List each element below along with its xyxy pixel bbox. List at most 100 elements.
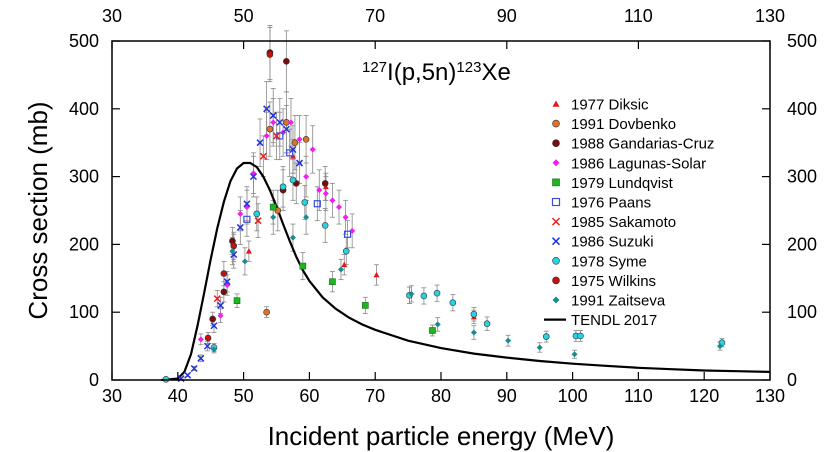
circle-marker <box>266 125 274 133</box>
data-point <box>295 159 304 167</box>
data-point <box>303 214 310 221</box>
square-marker <box>362 302 369 309</box>
data-point <box>542 333 550 340</box>
data-point <box>329 197 336 204</box>
diamond-marker <box>296 136 303 143</box>
data-point <box>272 132 281 140</box>
circle-marker <box>283 58 290 65</box>
data-point <box>279 183 287 191</box>
data-point <box>254 217 262 225</box>
circle-marker <box>552 256 560 265</box>
y-tick-label-right: 200 <box>787 234 817 254</box>
data-point <box>210 346 217 353</box>
data-point <box>210 322 218 330</box>
circle-marker <box>301 199 309 206</box>
diamond-marker <box>336 204 343 211</box>
legend: 1977 Diksic 1991 Dovbenko 1988 Gandarias-C… <box>544 97 714 329</box>
x-marker <box>263 105 271 113</box>
data-point <box>217 301 225 309</box>
circle-marker <box>302 136 310 143</box>
circle-marker <box>552 139 560 147</box>
circle-marker <box>209 315 216 323</box>
y-tick-labels-right: 0 100 200 300 400 500 <box>787 31 817 390</box>
data-point <box>309 146 316 153</box>
x-marker <box>249 173 258 181</box>
y-tick-label: 100 <box>69 302 99 322</box>
x-tick-label: 110 <box>624 386 653 406</box>
circle-marker <box>253 210 261 218</box>
diamond-marker <box>237 210 244 217</box>
data-point <box>256 139 264 147</box>
data-point <box>245 248 252 254</box>
legend-marker <box>551 217 561 226</box>
circle-marker <box>552 276 560 285</box>
data-point <box>266 125 274 133</box>
diamond-marker <box>322 190 329 197</box>
x-marker <box>213 295 221 303</box>
data-point <box>296 136 303 143</box>
diamond-marker <box>536 344 543 351</box>
y-tick-labels: 0 100 200 300 400 500 <box>69 31 99 390</box>
open-square-marker <box>243 215 251 223</box>
circle-marker <box>263 308 270 316</box>
data-point <box>213 295 221 303</box>
data-point <box>343 230 352 238</box>
data-point <box>287 119 294 126</box>
diamond-marker <box>241 258 248 265</box>
target-reaction: I(p,5n) <box>387 59 456 86</box>
product-mass-number: 123 <box>456 59 481 76</box>
target-mass-number: 127 <box>362 59 387 76</box>
legend-marker <box>552 256 560 265</box>
x-tick-label-top: 90 <box>497 6 517 26</box>
data-point <box>336 204 343 211</box>
diamond-marker <box>309 146 316 153</box>
triangle-marker <box>373 271 380 278</box>
x-tick-label-top: 30 <box>102 6 122 26</box>
circle-marker <box>230 242 238 250</box>
data-point <box>270 214 277 221</box>
x-marker <box>203 342 211 350</box>
data-point <box>373 271 380 278</box>
y-tick-label-right: 0 <box>787 370 797 390</box>
data-point <box>269 203 277 211</box>
diamond-marker <box>505 337 512 344</box>
diamond-marker <box>270 214 277 221</box>
x-tick-label: 130 <box>755 386 785 406</box>
data-point <box>243 200 251 208</box>
y-tick-label: 0 <box>89 370 99 390</box>
data-point <box>433 289 441 297</box>
x-tick-label-top: 130 <box>755 6 785 26</box>
data-point <box>269 112 277 120</box>
diamond-marker <box>434 321 441 328</box>
y-tick-label-right: 400 <box>787 99 817 119</box>
legend-marker <box>552 159 560 167</box>
data-point <box>342 247 350 255</box>
circle-marker <box>342 247 350 255</box>
legend-label: 1985 Sakamoto <box>571 214 676 231</box>
data-point <box>209 315 216 323</box>
x-tick-label-top: 110 <box>624 6 653 26</box>
model-curve <box>161 161 771 382</box>
circle-marker <box>291 139 299 146</box>
product-element: Xe <box>481 59 510 86</box>
circle-marker <box>552 119 560 128</box>
legend-marker <box>552 276 560 285</box>
diamond-marker <box>716 343 723 350</box>
data-point <box>249 173 258 181</box>
diamond-marker <box>571 351 578 358</box>
open-square-marker <box>286 149 294 157</box>
legend-item: 1976 Paans <box>551 195 651 212</box>
x-marker <box>269 112 277 120</box>
data-point <box>282 125 290 133</box>
legend-item: 1991 Dovbenko <box>552 116 676 133</box>
diamond-marker <box>287 119 294 126</box>
plot-frame <box>111 40 771 381</box>
x-marker <box>282 125 290 133</box>
legend-label: 1975 Wilkins <box>571 273 656 290</box>
data-point <box>362 302 369 309</box>
diamond-marker <box>329 197 336 204</box>
legend-label: 1979 Lundqvist <box>571 175 674 192</box>
diamond-marker <box>229 248 236 255</box>
square-marker <box>329 278 336 285</box>
